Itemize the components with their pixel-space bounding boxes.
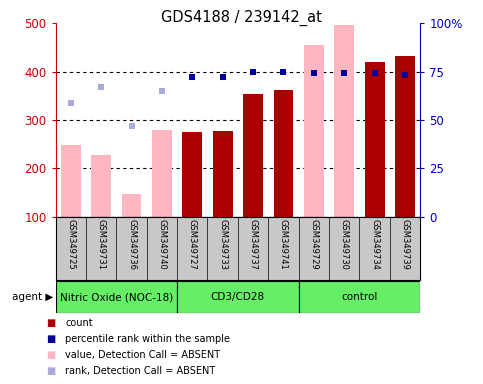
Bar xyxy=(365,62,384,217)
Text: ■: ■ xyxy=(46,334,55,344)
Text: ■: ■ xyxy=(46,366,55,376)
Text: Nitric Oxide (NOC-18): Nitric Oxide (NOC-18) xyxy=(60,292,173,302)
Bar xyxy=(183,132,202,217)
Bar xyxy=(304,45,324,217)
Text: control: control xyxy=(341,292,378,302)
Bar xyxy=(177,281,298,313)
Text: GDS4188 / 239142_at: GDS4188 / 239142_at xyxy=(161,10,322,26)
Bar xyxy=(273,90,293,217)
Text: GSM349725: GSM349725 xyxy=(66,219,75,270)
Text: GSM349734: GSM349734 xyxy=(370,219,379,270)
Text: value, Detection Call = ABSENT: value, Detection Call = ABSENT xyxy=(65,350,220,360)
Bar xyxy=(56,281,177,313)
Text: GSM349731: GSM349731 xyxy=(97,219,106,270)
Text: rank, Detection Call = ABSENT: rank, Detection Call = ABSENT xyxy=(65,366,215,376)
Text: GSM349727: GSM349727 xyxy=(188,219,197,270)
Text: GSM349741: GSM349741 xyxy=(279,219,288,270)
Text: ■: ■ xyxy=(46,350,55,360)
Text: GSM349736: GSM349736 xyxy=(127,219,136,270)
Text: percentile rank within the sample: percentile rank within the sample xyxy=(65,334,230,344)
Bar xyxy=(298,281,420,313)
Bar xyxy=(61,145,81,217)
Bar xyxy=(334,25,354,217)
Text: ■: ■ xyxy=(46,318,55,328)
Text: GSM349729: GSM349729 xyxy=(309,219,318,270)
Bar xyxy=(243,94,263,217)
Bar xyxy=(91,155,111,217)
Bar xyxy=(395,56,415,217)
Text: count: count xyxy=(65,318,93,328)
Bar xyxy=(122,194,142,217)
Text: GSM349740: GSM349740 xyxy=(157,219,167,270)
Bar xyxy=(213,131,232,217)
Text: GSM349739: GSM349739 xyxy=(400,219,410,270)
Text: CD3/CD28: CD3/CD28 xyxy=(211,292,265,302)
Text: GSM349733: GSM349733 xyxy=(218,219,227,270)
Text: agent ▶: agent ▶ xyxy=(12,292,53,302)
Text: GSM349737: GSM349737 xyxy=(249,219,257,270)
Bar xyxy=(152,130,172,217)
Text: GSM349730: GSM349730 xyxy=(340,219,349,270)
